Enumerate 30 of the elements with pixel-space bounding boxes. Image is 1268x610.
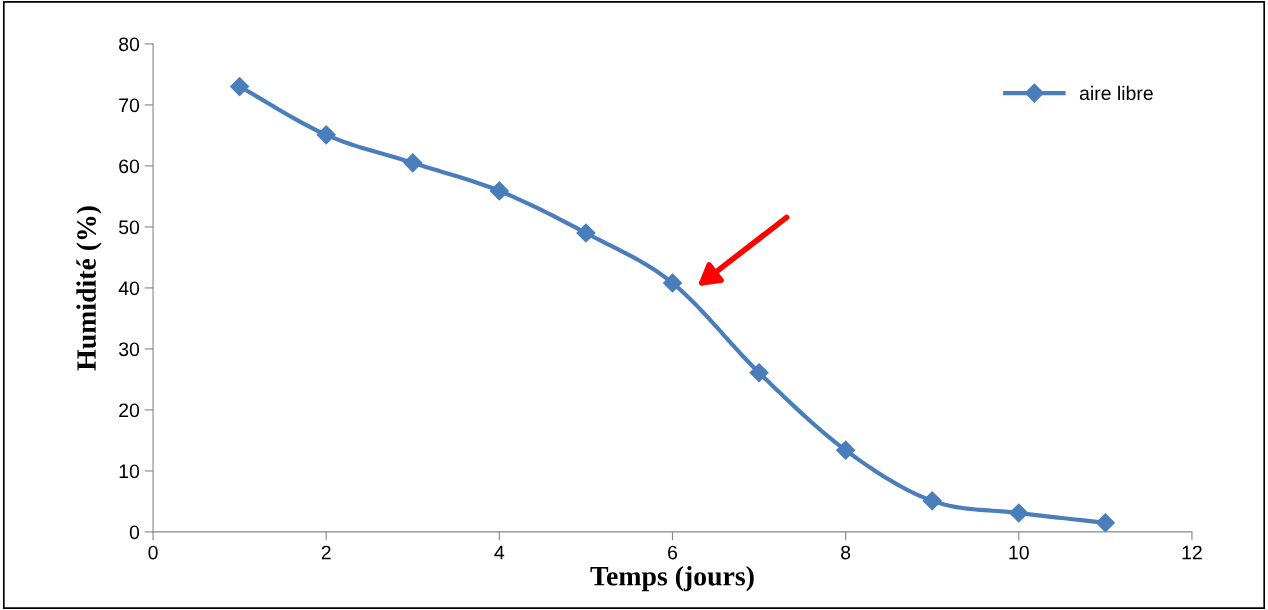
x-tick-label: 6 xyxy=(668,545,678,560)
y-tick-label: 40 xyxy=(118,281,140,296)
y-tick-label: 60 xyxy=(119,159,140,174)
point xyxy=(1095,513,1115,532)
x-tick-label: 0 xyxy=(148,545,158,560)
y-tick-label: 80 xyxy=(119,37,140,52)
point xyxy=(836,440,856,460)
y-tick-label: 20 xyxy=(119,403,140,418)
legend-label: aire libre xyxy=(1079,85,1153,101)
x-axis-title: Temps (jours) xyxy=(590,566,754,592)
y-tick-label: 10 xyxy=(119,464,140,479)
point xyxy=(662,273,683,293)
point xyxy=(576,223,596,243)
point xyxy=(489,181,509,201)
y-tick-label: 70 xyxy=(119,98,140,113)
point xyxy=(922,491,942,511)
point xyxy=(1009,503,1029,523)
x-tick-label: 8 xyxy=(841,545,851,560)
point xyxy=(230,77,250,97)
x-tick-label: 10 xyxy=(1009,545,1029,560)
point xyxy=(316,125,336,145)
y-tick-label: 50 xyxy=(119,220,140,235)
x-tick-label: 2 xyxy=(321,545,331,560)
x-tick-label: 12 xyxy=(1182,545,1202,560)
y-tick-label: 30 xyxy=(118,342,140,357)
point xyxy=(749,363,769,383)
x-tick-label: 4 xyxy=(494,545,505,560)
y-axis-title: Humidité (%) xyxy=(76,206,102,371)
y-tick-label: 0 xyxy=(129,525,140,540)
point xyxy=(403,153,423,173)
